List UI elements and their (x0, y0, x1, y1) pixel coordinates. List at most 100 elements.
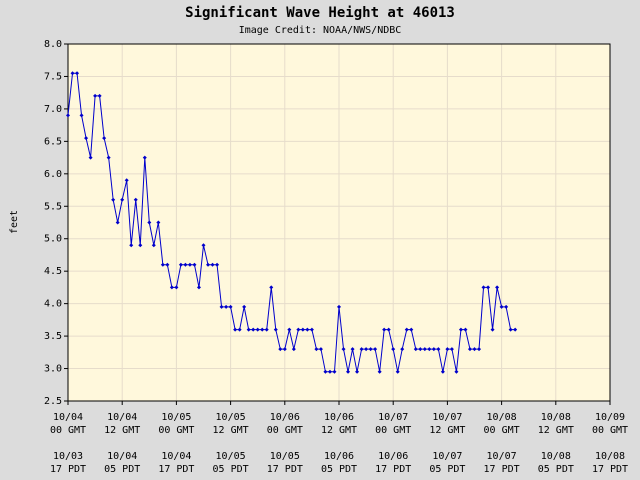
x-tick-pdt-date: 10/05 (216, 451, 246, 462)
data-point (183, 262, 188, 267)
plot-frame (67, 43, 611, 402)
x-tick-time: 00 GMT (158, 425, 194, 436)
data-point (364, 347, 369, 352)
data-point (377, 369, 382, 374)
x-tick-label: 10/07 (378, 412, 408, 423)
x-tick-pdt-date: 10/03 (53, 451, 83, 462)
data-point (273, 327, 278, 332)
x-tick-pdt-date: 10/08 (541, 451, 571, 462)
y-tick-label: 6.5 (44, 136, 62, 147)
chart-subtitle: Image Credit: NOAA/NWS/NDBC (239, 25, 402, 36)
x-tick-label: 10/05 (216, 412, 246, 423)
data-point (124, 178, 129, 183)
y-axis-label: feet (9, 210, 20, 234)
x-tick-time: 12 GMT (104, 425, 140, 436)
x-tick-label: 10/07 (432, 412, 462, 423)
x-tick-label: 10/04 (53, 412, 83, 423)
data-point (282, 347, 287, 352)
data-point (251, 327, 256, 332)
y-tick-label: 2.5 (44, 396, 62, 407)
chart-title: Significant Wave Height at 46013 (185, 5, 455, 21)
data-point (481, 285, 486, 290)
x-tick-pdt-time: 05 PDT (321, 464, 357, 475)
data-point (422, 347, 427, 352)
y-tick-label: 5.0 (44, 234, 62, 245)
data-point (327, 369, 332, 374)
data-point (323, 369, 328, 374)
data-point (269, 285, 274, 290)
data-point (174, 285, 179, 290)
data-point (499, 304, 504, 309)
data-point (359, 347, 364, 352)
data-point (490, 327, 495, 332)
data-point (246, 327, 251, 332)
data-point (400, 347, 405, 352)
x-tick-pdt-time: 05 PDT (429, 464, 465, 475)
x-tick-pdt-time: 17 PDT (267, 464, 303, 475)
data-point (160, 262, 165, 267)
data-point (463, 327, 468, 332)
data-point (477, 347, 482, 352)
data-point (192, 262, 197, 267)
data-point (66, 113, 70, 118)
data-point (467, 347, 472, 352)
data-point (314, 347, 319, 352)
x-tick-time: 00 GMT (484, 425, 520, 436)
x-tick-pdt-date: 10/07 (487, 451, 517, 462)
data-point (224, 304, 229, 309)
data-point (355, 369, 360, 374)
data-point (445, 347, 450, 352)
x-tick-time: 00 GMT (50, 425, 86, 436)
data-point (368, 347, 373, 352)
data-point (147, 220, 152, 225)
x-tick-time: 12 GMT (321, 425, 357, 436)
data-point (201, 243, 206, 248)
data-point (436, 347, 441, 352)
x-tick-label: 10/06 (324, 412, 354, 423)
x-tick-label: 10/04 (107, 412, 137, 423)
data-point (409, 327, 414, 332)
data-point (449, 347, 454, 352)
data-point (413, 347, 418, 352)
x-tick-pdt-date: 10/04 (161, 451, 191, 462)
data-point (97, 93, 102, 98)
data-point (287, 327, 292, 332)
data-point (386, 327, 391, 332)
x-tick-label: 10/08 (487, 412, 517, 423)
data-point (129, 243, 134, 248)
x-tick-pdt-date: 10/07 (432, 451, 462, 462)
data-point (255, 327, 260, 332)
data-point (115, 220, 120, 225)
x-tick-time: 00 GMT (592, 425, 628, 436)
x-tick-time: 12 GMT (429, 425, 465, 436)
data-point (102, 136, 107, 141)
x-tick-label: 10/06 (270, 412, 300, 423)
x-tick-pdt-date: 10/06 (324, 451, 354, 462)
y-tick-label: 7.5 (44, 71, 62, 82)
data-point (346, 369, 351, 374)
x-tick-pdt-time: 17 PDT (375, 464, 411, 475)
x-tick-time: 12 GMT (213, 425, 249, 436)
data-point (84, 136, 89, 141)
x-tick-pdt-time: 17 PDT (484, 464, 520, 475)
data-point (337, 304, 341, 309)
data-point (332, 369, 337, 374)
data-point (75, 71, 80, 76)
data-point (210, 262, 215, 267)
data-point (278, 347, 283, 352)
data-point (458, 327, 463, 332)
data-point (111, 197, 116, 202)
data-point (237, 327, 242, 332)
data-point (233, 327, 238, 332)
data-point (454, 369, 459, 374)
data-point (228, 304, 233, 309)
x-tick-time: 00 GMT (267, 425, 303, 436)
data-point (138, 243, 143, 248)
y-tick-label: 3.0 (44, 364, 62, 375)
data-point (151, 243, 156, 248)
data-point (169, 285, 174, 290)
data-point (106, 155, 111, 160)
data-point (93, 93, 98, 98)
data-point (495, 285, 500, 290)
y-tick-label: 8.0 (44, 39, 62, 50)
